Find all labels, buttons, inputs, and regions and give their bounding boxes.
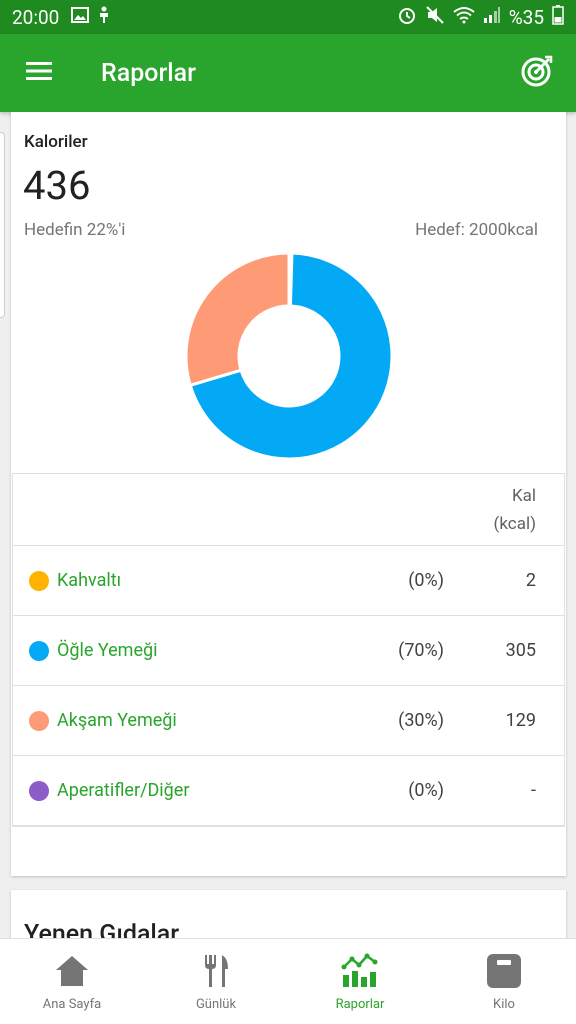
meal-row-lunch[interactable]: Öğle Yemeği (70%) 305 [13, 616, 564, 686]
meal-percent: (30%) [398, 710, 444, 731]
mute-icon [425, 5, 445, 30]
eaten-foods-title: Yenen Gıdalar [24, 920, 180, 938]
chart-icon [340, 951, 380, 991]
bottom-navigation: Ana Sayfa Günlük Raporlar Kilo [0, 938, 576, 1024]
nav-label: Raporlar [335, 997, 385, 1012]
meal-name: Kahvaltı [57, 570, 122, 591]
home-icon [52, 951, 92, 991]
meal-percent: (70%) [398, 640, 444, 661]
color-dot [29, 570, 49, 591]
calories-label: Kaloriler [24, 132, 88, 152]
app-bar: Raporlar [0, 34, 576, 112]
color-dot [29, 710, 49, 731]
nav-label: Kilo [493, 997, 515, 1012]
calories-card: Kaloriler 436 Hedefin 22%'i Hedef: 2000k… [11, 112, 566, 876]
table-header: Kal (kcal) [13, 474, 564, 546]
accessibility-notification-icon [97, 6, 111, 29]
image-notification-icon [71, 6, 90, 28]
meal-name: Akşam Yemeği [57, 710, 177, 731]
donut-slice-2 [185, 252, 291, 388]
nav-reports[interactable]: Raporlar [288, 939, 432, 1024]
status-time: 20:00 [12, 5, 60, 29]
meal-percent: (0%) [408, 570, 444, 591]
content-area[interactable]: Kaloriler 436 Hedefin 22%'i Hedef: 2000k… [0, 112, 576, 938]
donut-slice-1 [188, 252, 393, 460]
meal-row-breakfast[interactable]: Kahvaltı (0%) 2 [13, 546, 564, 616]
scale-icon [484, 951, 524, 991]
nav-label: Ana Sayfa [42, 997, 102, 1012]
calories-value: 436 [23, 162, 91, 209]
meal-kcal: 305 [505, 640, 536, 661]
signal-icon [483, 6, 501, 29]
col-header-kal-line2: (kcal) [493, 514, 536, 534]
side-drawer-handle[interactable] [0, 132, 5, 318]
color-dot [29, 640, 49, 661]
meal-row-snacks[interactable]: Aperatifler/Diğer (0%) - [13, 756, 564, 826]
goal-total-text: Hedef: 2000kcal [415, 220, 538, 240]
meal-kcal: 129 [505, 710, 536, 731]
status-right: %35 [397, 4, 564, 30]
target-icon [520, 54, 554, 92]
color-dot [29, 780, 49, 801]
hamburger-icon [25, 60, 53, 86]
nav-home[interactable]: Ana Sayfa [0, 939, 144, 1024]
calorie-donut-chart [185, 252, 393, 460]
meal-name: Aperatifler/Diğer [57, 780, 190, 801]
alarm-icon [397, 5, 417, 30]
status-bar: 20:00 %35 [0, 0, 576, 34]
meal-name: Öğle Yemeği [57, 640, 158, 661]
eaten-foods-card: Yenen Gıdalar [11, 890, 566, 938]
nav-diary[interactable]: Günlük [144, 939, 288, 1024]
goal-percent-text: Hedefin 22%'i [24, 220, 126, 240]
wifi-icon [453, 6, 475, 29]
goal-button[interactable] [498, 34, 576, 112]
meal-table: Kal (kcal) Kahvaltı (0%) 2 Öğle Yemeği (… [12, 473, 565, 827]
meal-kcal: - [531, 780, 536, 801]
col-header-kal: Kal (kcal) [494, 482, 536, 538]
menu-button[interactable] [0, 34, 78, 112]
page-title: Raporlar [101, 58, 196, 88]
col-header-kal-line1: Kal [511, 486, 536, 506]
nav-label: Günlük [195, 997, 237, 1012]
battery-icon [552, 4, 564, 30]
meal-kcal: 2 [525, 570, 536, 591]
meal-percent: (0%) [408, 780, 444, 801]
nav-weight[interactable]: Kilo [432, 939, 576, 1024]
meal-row-dinner[interactable]: Akşam Yemeği (30%) 129 [13, 686, 564, 756]
battery-percent: %35 [508, 5, 544, 29]
fork-knife-icon [196, 951, 236, 991]
